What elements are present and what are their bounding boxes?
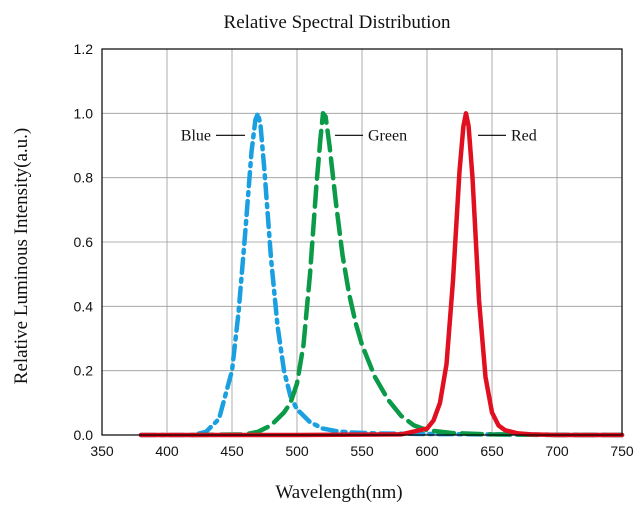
y-tick-label: 0.6 [74, 234, 94, 250]
chart-title: Relative Spectral Distribution [224, 12, 451, 33]
x-tick-label: 600 [415, 443, 439, 459]
y-tick-label: 0.4 [74, 298, 94, 314]
y-tick-label: 0.0 [74, 427, 94, 443]
x-tick-label: 750 [610, 443, 634, 459]
x-axis-label: Wavelength(nm) [275, 482, 402, 503]
x-tick-label: 500 [285, 443, 309, 459]
x-tick-label: 450 [220, 443, 244, 459]
series-labels: Blue Green Red [181, 127, 537, 144]
x-tick-label: 550 [350, 443, 374, 459]
tick-labels: 350 400 450 500 550 600 650 700 750 0.0 0.2 0.4 0.6 0… [74, 41, 634, 459]
plot-frame [101, 48, 623, 436]
x-tick-label: 650 [480, 443, 504, 459]
series-label-red: Red [511, 127, 537, 144]
series-line-green [190, 111, 625, 438]
grid [102, 49, 622, 435]
x-tick-label: 400 [155, 443, 179, 459]
series-label-blue: Blue [181, 127, 211, 144]
y-tick-label: 0.8 [74, 170, 94, 186]
series-line-red [138, 111, 625, 438]
x-tick-label: 350 [90, 443, 114, 459]
y-axis-label: Relative Luminous Intensity(a.u.) [11, 128, 32, 384]
series-label-green: Green [368, 127, 407, 144]
y-tick-label: 1.2 [74, 41, 94, 57]
y-tick-label: 1.0 [74, 105, 94, 121]
series-layer [138, 111, 625, 438]
x-tick-label: 700 [545, 443, 569, 459]
y-tick-label: 0.2 [74, 363, 94, 379]
